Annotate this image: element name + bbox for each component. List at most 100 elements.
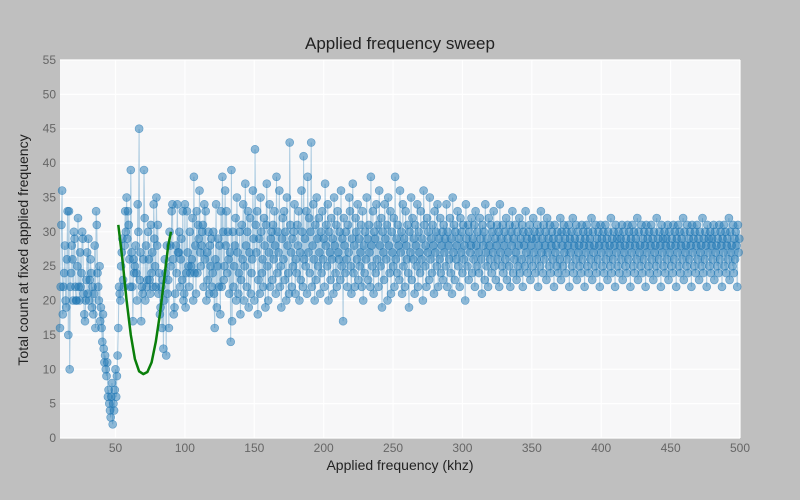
data-point [223,269,231,277]
data-point [357,221,365,229]
data-point [236,310,244,318]
data-point [164,290,172,298]
data-point [98,338,106,346]
data-point [307,228,315,236]
data-point [581,283,589,291]
data-point [505,262,513,270]
data-point [490,207,498,215]
data-point [407,194,415,202]
y-tick-label: 45 [43,122,57,136]
data-point [241,262,249,270]
data-point [562,269,570,277]
data-point [113,372,121,380]
data-point [341,269,349,277]
data-point [623,269,631,277]
data-point [391,173,399,181]
data-point [318,269,326,277]
data-point [148,248,156,256]
data-point [245,303,253,311]
data-point [288,235,296,243]
data-point [733,283,741,291]
data-point [434,283,442,291]
data-point [71,235,79,243]
data-point [193,207,201,215]
x-tick-label: 400 [591,441,611,455]
data-point [370,290,378,298]
data-point [123,235,131,243]
data-point [375,283,383,291]
data-point [180,290,188,298]
data-point [211,324,219,332]
data-point [279,255,287,263]
data-point [345,194,353,202]
data-point [339,317,347,325]
data-point [74,214,82,222]
data-point [449,194,457,202]
data-point [557,276,565,284]
data-point [189,214,197,222]
data-point [550,283,558,291]
data-point [270,207,278,215]
data-point [718,283,726,291]
data-point [450,221,458,229]
data-point [103,358,111,366]
y-tick-label: 10 [43,362,57,376]
data-point [306,269,314,277]
data-point [141,214,149,222]
data-point [434,200,442,208]
y-tick-label: 20 [43,294,57,308]
data-point [367,173,375,181]
data-point [430,290,438,298]
data-point [254,310,262,318]
data-point [186,228,194,236]
data-point [98,324,106,332]
data-point [522,207,530,215]
data-point [114,352,122,360]
data-point [608,269,616,277]
data-point [112,393,120,401]
data-point [378,303,386,311]
data-point [284,269,292,277]
data-point [479,221,487,229]
y-tick-label: 0 [49,431,56,445]
data-point [171,290,179,298]
data-point [228,317,236,325]
data-point [417,207,425,215]
data-point [251,145,259,153]
data-point [192,290,200,298]
data-point [537,207,545,215]
chart-title: Applied frequency sweep [305,34,495,53]
data-point [240,297,248,305]
x-tick-label: 200 [314,441,334,455]
data-point [327,214,335,222]
data-point [439,276,447,284]
data-point [307,139,315,147]
data-point [577,269,585,277]
data-point [583,221,591,229]
y-axis-label: Total count at fixed applied frequency [15,134,31,365]
data-point [200,283,208,291]
data-point [359,297,367,305]
data-point [414,283,422,291]
data-point [190,173,198,181]
data-point [324,200,332,208]
data-point [133,297,141,305]
data-point [292,255,300,263]
data-point [280,207,288,215]
data-point [687,283,695,291]
data-point [177,235,185,243]
data-point [277,303,285,311]
data-point [135,125,143,133]
data-point [248,269,256,277]
data-point [463,262,471,270]
y-tick-label: 25 [43,259,57,273]
data-point [293,221,301,229]
data-point [526,276,534,284]
data-point [188,255,196,263]
data-point [246,214,254,222]
data-point [304,173,312,181]
data-point [657,283,665,291]
data-point [305,214,313,222]
data-point [223,207,231,215]
data-point [110,407,118,415]
